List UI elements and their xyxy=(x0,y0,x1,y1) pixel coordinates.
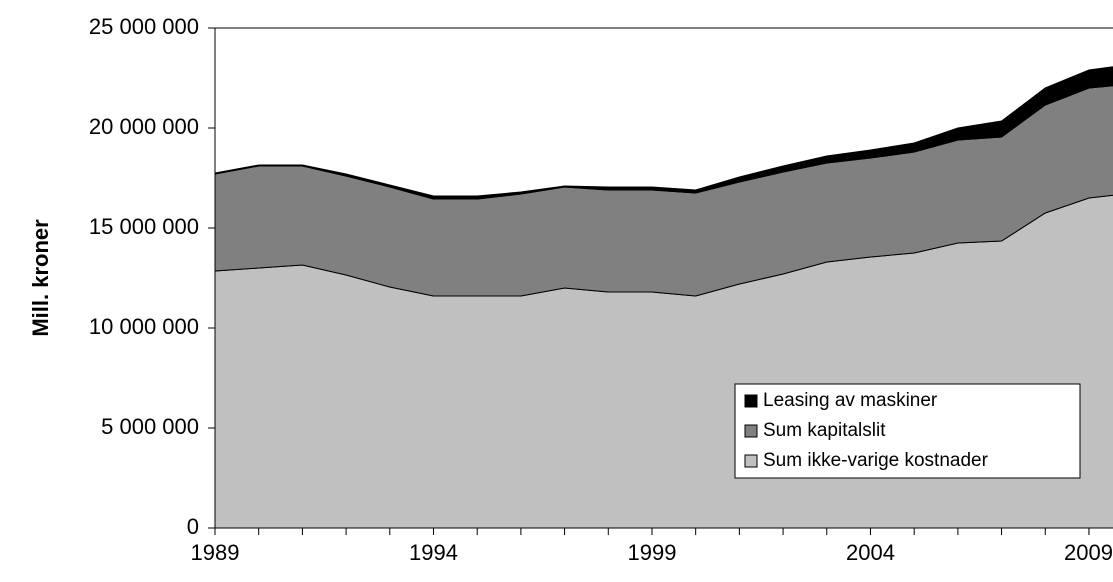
x-tick-label: 1999 xyxy=(628,540,677,565)
legend-label: Sum kapitalslit xyxy=(763,420,886,441)
legend-label: Leasing av maskiner xyxy=(763,390,938,411)
x-tick-label: 1989 xyxy=(191,540,240,565)
y-axis-label: Mill. kroner xyxy=(28,219,53,337)
y-tick-label: 25 000 000 xyxy=(89,14,199,39)
area xyxy=(215,66,1113,200)
y-tick-label: 5 000 000 xyxy=(101,414,199,439)
y-tick-label: 15 000 000 xyxy=(89,214,199,239)
x-tick-label: 2004 xyxy=(846,540,895,565)
y-tick-label: 20 000 000 xyxy=(89,114,199,139)
x-tick-label: 1994 xyxy=(409,540,458,565)
legend-swatch xyxy=(744,394,758,408)
legend-swatch xyxy=(744,454,758,468)
y-tick-label: 0 xyxy=(187,514,199,539)
legend-swatch xyxy=(744,424,758,438)
y-tick-label: 10 000 000 xyxy=(89,314,199,339)
legend: Leasing av maskiner Sum kapitalslit Sum ik… xyxy=(734,383,1081,479)
legend-label: Sum ikke-varige kostnader xyxy=(763,450,989,471)
legend-box xyxy=(734,383,1081,479)
x-tick-label: 2009 xyxy=(1064,540,1113,565)
